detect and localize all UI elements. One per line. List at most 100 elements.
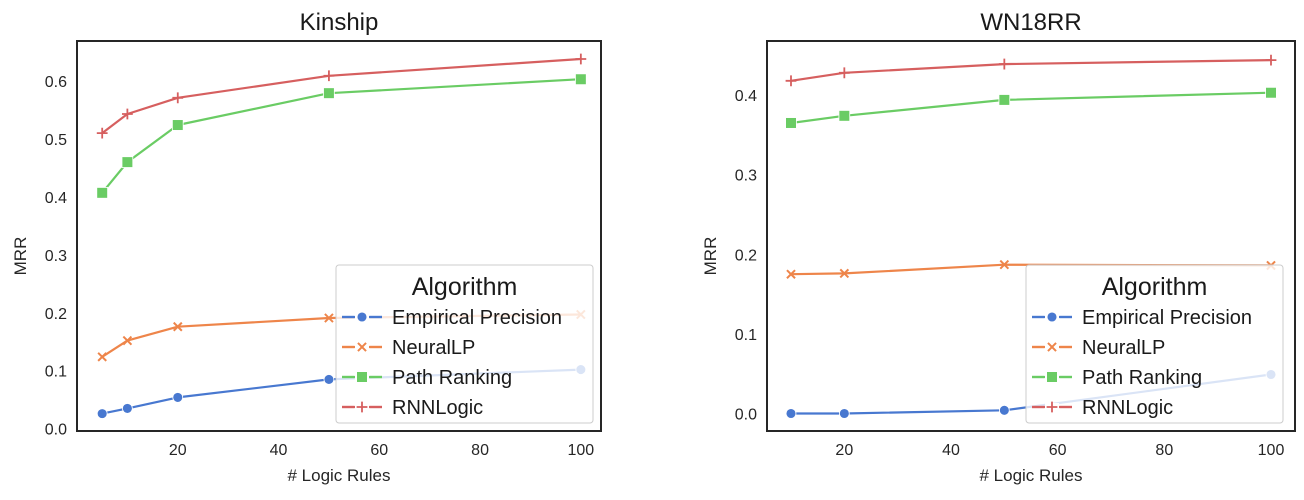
y-tick-label: 0.3 [735,168,757,185]
series-line [789,58,1273,82]
data-point [999,259,1010,270]
data-point [122,403,133,414]
legend-label: NeuralLP [392,337,475,359]
legend-marker [356,311,368,323]
legend-marker [356,371,368,383]
data-point [575,73,587,86]
data-point [785,75,797,87]
data-point [838,110,851,122]
legend-marker [1046,371,1058,383]
x-axis-label: # Logic Rules [287,466,390,485]
x-tick-label: 20 [169,442,187,459]
y-axis-label: MRR [701,237,720,276]
chart-title: WN18RR [980,9,1081,36]
series-rnnlogic [96,53,587,139]
data-point [324,313,334,323]
y-tick-label: 0.1 [735,327,757,344]
y-tick-label: 0.0 [45,422,67,439]
legend-title: Algorithm [412,273,518,301]
chart-wn18rr: WN18RR 0.0 0.1 0.2 0.3 0.4 20 40 60 80 100 # Logic … [701,9,1296,485]
data-point [838,408,850,419]
legend-box [335,264,594,424]
series-path-ranking [96,73,587,199]
legend-label: NeuralLP [1082,337,1165,359]
legend-label: RNNLogic [392,397,483,419]
data-point [323,87,335,99]
data-point [575,53,587,65]
data-point [96,127,108,139]
data-point [838,67,850,79]
x-tick-label: 80 [471,442,489,459]
data-point [323,374,335,385]
y-tick-label: 0.4 [45,190,67,207]
data-point [121,108,133,120]
legend-marker [1046,311,1058,323]
x-tick-label: 60 [1049,442,1067,459]
y-tick-label: 0.3 [45,248,67,265]
data-point [172,92,184,104]
y-tick-label: 0.0 [735,406,757,423]
data-point [96,187,108,199]
data-point [96,408,108,419]
axes-frame [76,40,602,432]
axes-frame [766,40,1296,432]
y-tick-label: 0.1 [45,364,67,381]
legend-label: Empirical Precision [392,307,562,329]
data-point [1265,86,1277,99]
legend-label: Path Ranking [392,367,512,389]
x-axis-label: # Logic Rules [979,466,1082,485]
legend-entry: NeuralLP [1032,337,1165,359]
y-tick-label: 0.6 [45,74,67,91]
x-tick-label: 80 [1155,442,1173,459]
legend-entry: Empirical Precision [342,307,562,329]
legend-entry: Empirical Precision [1032,307,1252,329]
legend-entry: RNNLogic [342,397,483,419]
data-point [323,70,335,82]
data-point [171,119,184,131]
legend-box [1025,264,1284,424]
legend-label: RNNLogic [1082,397,1173,419]
legend-entry: NeuralLP [342,337,475,359]
legend-entry: Path Ranking [1032,367,1202,389]
legend-label: Empirical Precision [1082,307,1252,329]
series-line [789,91,1273,125]
data-point [839,268,850,279]
data-point [998,58,1010,70]
data-point [97,352,107,362]
x-tick-label: 60 [370,442,388,459]
y-tick-label: 0.4 [735,88,757,105]
legend-marker [357,342,367,352]
data-point [122,335,133,346]
y-tick-label: 0.2 [45,306,67,323]
data-point [998,94,1011,106]
x-tick-label: 40 [270,442,288,459]
legend-entry: RNNLogic [1032,397,1173,419]
series-rnnlogic [785,54,1277,87]
data-point [172,392,184,403]
legend-entry: Path Ranking [342,367,512,389]
x-tick-label: 40 [942,442,960,459]
legend-marker [356,401,368,413]
legend-marker [1047,342,1057,352]
data-point [785,408,797,419]
data-point [121,156,134,168]
chart-kinship: Kinship 0.0 0.1 0.2 0.3 0.4 0.5 0.6 20 40 60 80 100 #… [11,9,602,485]
data-point [173,321,183,332]
x-tick-label: 100 [567,442,594,459]
legend: Algorithm Empirical Precision NeuralLP Path… [1025,264,1284,424]
data-point [785,117,797,129]
legend-label: Path Ranking [1082,367,1202,389]
data-point [998,404,1010,416]
x-tick-label: 20 [835,442,853,459]
legend-marker [1046,401,1058,413]
legend: Algorithm Empirical Precision NeuralLP Path… [335,264,594,424]
legend-title: Algorithm [1102,273,1208,301]
series-path-ranking [785,86,1277,129]
data-point [786,269,796,279]
y-tick-label: 0.2 [735,247,757,264]
y-tick-label: 0.5 [45,132,67,149]
data-point [1265,54,1277,66]
y-axis-label: MRR [11,237,30,276]
chart-title: Kinship [300,9,379,36]
